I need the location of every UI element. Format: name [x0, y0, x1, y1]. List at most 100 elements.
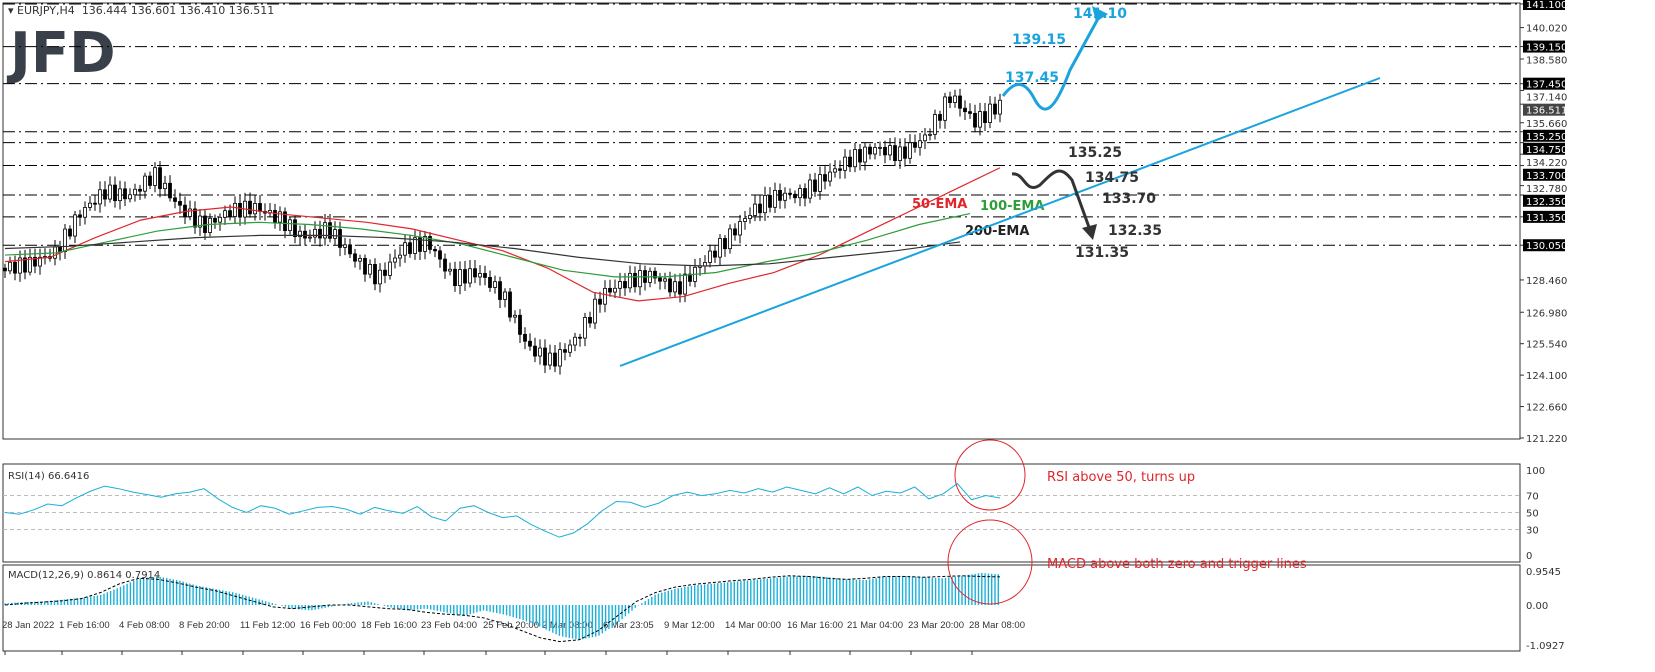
candle-body: [208, 217, 212, 233]
y-tick-label: 125.540: [1526, 340, 1567, 351]
candle-body: [278, 211, 282, 223]
candle-body: [993, 103, 997, 115]
trend-line: [619, 77, 1381, 367]
candle-body: [353, 253, 357, 262]
candle-body: [513, 314, 517, 318]
candle-body: [83, 207, 87, 218]
candle-body: [608, 287, 612, 293]
candle-body: [103, 189, 107, 200]
jfd-logo: JFD: [6, 21, 116, 86]
candle-body: [108, 184, 112, 200]
ema200-line: [4, 234, 961, 267]
macd-note: MACD above both zero and trigger lines: [1047, 557, 1307, 572]
candle-body: [518, 314, 522, 335]
candle-body: [88, 202, 92, 208]
y-tick-label: 126.980: [1526, 308, 1567, 319]
y-tick-label: 138.580: [1526, 56, 1567, 67]
candle-body: [433, 248, 437, 252]
candle-body: [8, 261, 12, 272]
candle-body: [843, 156, 847, 171]
ohlc-values: 136.444 136.601 136.410 136.511: [81, 4, 275, 17]
candle-body: [38, 256, 42, 267]
candle-body: [718, 238, 722, 258]
y-tick-label: 134.750: [1526, 145, 1567, 156]
macd-tick-label: 0.9545: [1526, 567, 1561, 578]
candle-body: [428, 236, 432, 250]
x-tick-label: 6 Mar 23:05: [603, 620, 654, 631]
candle-body: [898, 146, 902, 161]
x-tick-label: 23 Feb 04:00: [421, 620, 477, 631]
candle-body: [313, 228, 317, 238]
candle-body: [423, 236, 427, 252]
candle-body: [118, 188, 122, 202]
candle-body: [868, 146, 872, 155]
candle-body: [3, 267, 7, 272]
candle-body: [508, 291, 512, 318]
candle-body: [78, 214, 82, 218]
candle-body: [368, 264, 372, 275]
candle-body: [153, 167, 157, 186]
candle-body: [283, 211, 287, 232]
price-label-bg: [1523, 77, 1565, 90]
macd-title: MACD(12,26,9) 0.8614 0.7914: [8, 570, 160, 581]
candle-body: [963, 107, 967, 113]
x-tick-label: 16 Feb 00:00: [300, 620, 356, 631]
candle-body: [448, 268, 452, 272]
candle-body: [758, 203, 762, 214]
candle-body: [558, 349, 562, 367]
candle-body: [503, 291, 507, 300]
arrowhead-icon: [1082, 224, 1097, 240]
price-label-bg: [1523, 239, 1565, 252]
candle-body: [578, 336, 582, 339]
rsi-title: RSI(14) 66.6416: [8, 471, 89, 482]
rsi-note: RSI above 50, turns up: [1047, 470, 1195, 485]
price-label-bg: [1523, 0, 1565, 10]
support-label: 131.35: [1075, 245, 1129, 261]
x-tick-label: 21 Mar 04:00: [847, 620, 903, 631]
candle-body: [768, 194, 772, 208]
y-tick-label: 132.350: [1526, 197, 1567, 208]
candle-body: [873, 147, 877, 155]
y-tick-label: 137.140: [1526, 93, 1567, 104]
candle-body: [223, 210, 227, 218]
candle-body: [913, 142, 917, 148]
candle-body: [453, 268, 457, 286]
candle-body: [883, 146, 887, 156]
rsi-tick-label: 100: [1526, 466, 1545, 477]
candle-body: [928, 133, 932, 136]
candle-body: [983, 111, 987, 123]
collapse-arrow-icon[interactable]: ▾: [8, 4, 18, 17]
candle-body: [328, 222, 332, 239]
candle-body: [833, 168, 837, 173]
candle-body: [338, 229, 342, 248]
candle-body: [823, 174, 827, 182]
candle-body: [613, 287, 617, 293]
price-label-bg: [1523, 142, 1565, 155]
support-label: 135.25: [1068, 145, 1122, 161]
candle-body: [443, 258, 447, 272]
candle-body: [398, 254, 402, 259]
rsi-tick-label: 50: [1526, 509, 1539, 520]
candle-body: [233, 202, 237, 217]
candle-body: [798, 188, 802, 199]
candle-body: [458, 269, 462, 286]
candle-body: [918, 140, 922, 148]
candle-body: [318, 228, 322, 239]
x-tick-label: 23 Mar 20:00: [908, 620, 964, 631]
price-label-bg: [1523, 40, 1565, 53]
candle-body: [373, 264, 377, 285]
candle-body: [998, 99, 1002, 115]
rsi-tick-label: 70: [1526, 492, 1539, 503]
candle-body: [908, 142, 912, 159]
candle-body: [973, 113, 977, 128]
y-tick-label: 131.350: [1526, 213, 1567, 224]
candle-body: [818, 174, 822, 192]
ema50-line: [4, 167, 1001, 302]
candle-body: [533, 345, 537, 357]
candle-body: [288, 219, 292, 232]
candle-body: [188, 208, 192, 217]
main-panel-frame: [2, 2, 1521, 440]
symbol-label: EURJPY,H4: [17, 4, 75, 17]
support-label: 134.75: [1085, 170, 1139, 186]
